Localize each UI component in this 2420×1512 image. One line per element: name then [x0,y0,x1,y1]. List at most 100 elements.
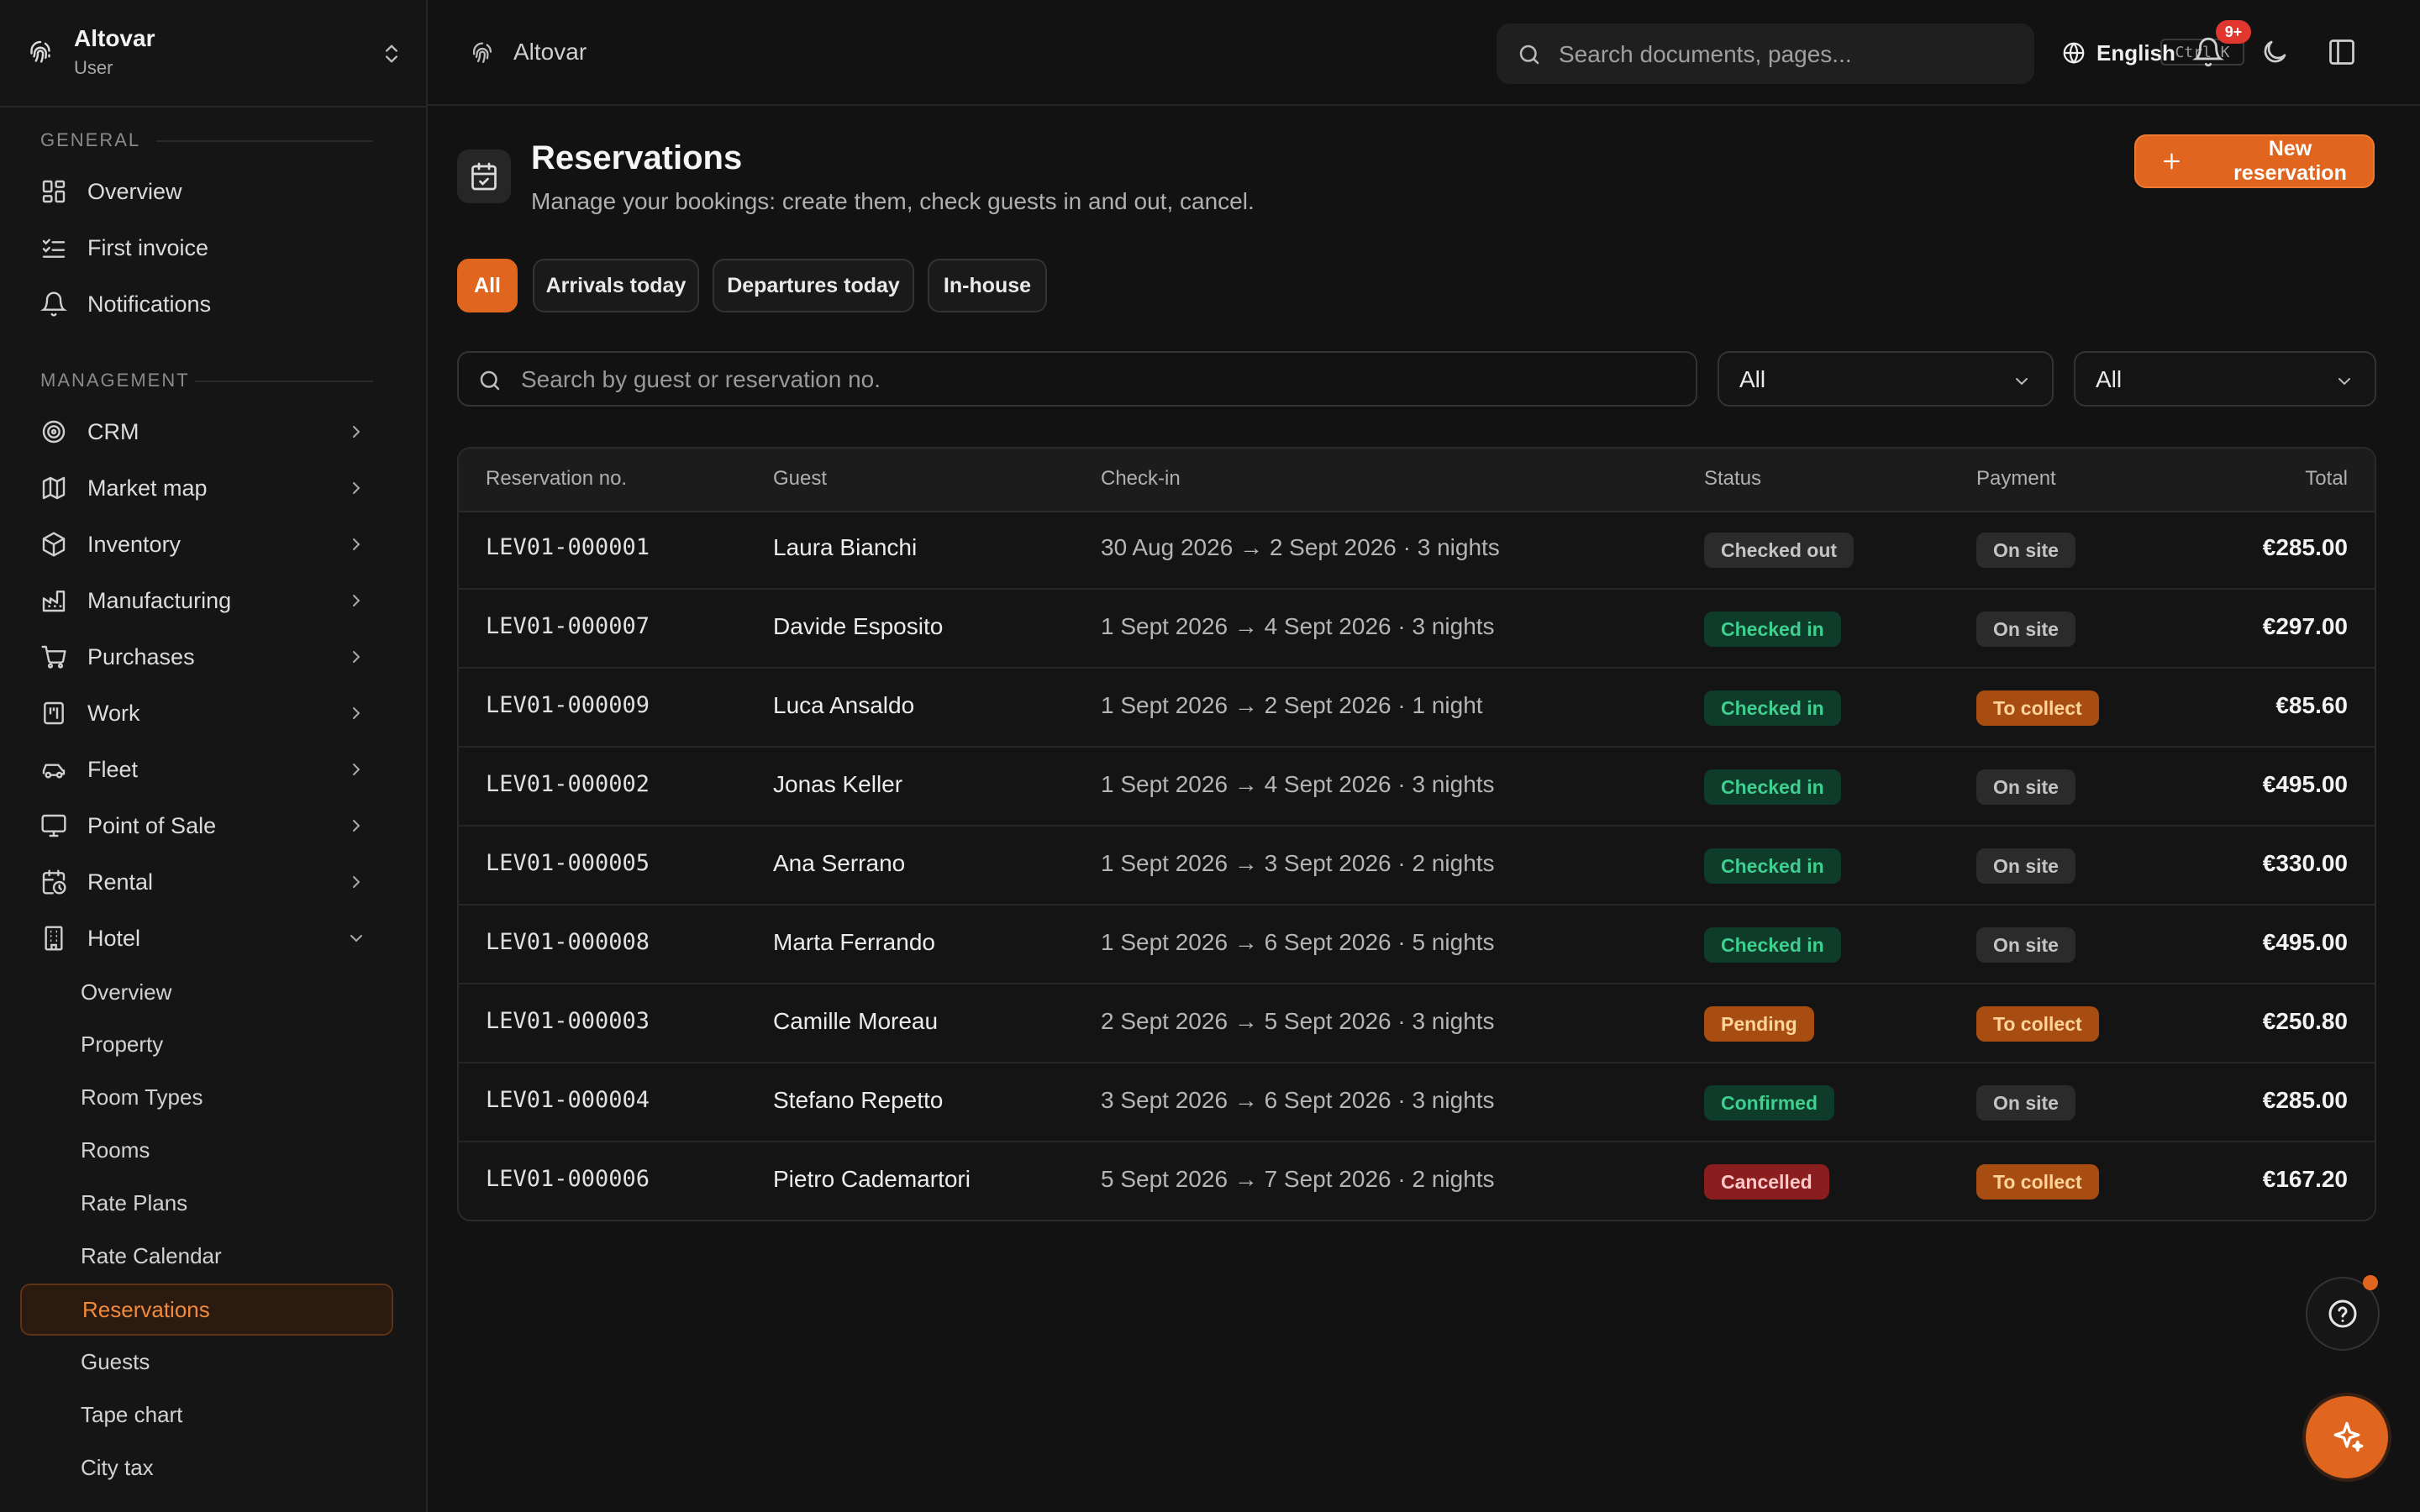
reservation-number[interactable]: LEV01-000007 [486,613,650,639]
sidebar-item-inventory[interactable]: Inventory [20,520,393,569]
sidebar-subitem-rooms[interactable]: Rooms [81,1137,150,1163]
reservation-search-input[interactable]: Search by guest or reservation no. [457,351,1697,407]
page-icon [457,150,511,203]
language-switcher[interactable]: English [2061,34,2175,72]
sidebar-item-work[interactable]: Work [20,689,393,738]
factory-icon [42,591,66,612]
table-row[interactable]: LEV01-000006 Pietro Cademartori 5 Sept 202… [459,1142,2375,1220]
sidebar-toggle-icon[interactable] [2327,37,2357,67]
filter-chip-arrivals-today[interactable]: Arrivals today [533,259,699,312]
sidebar-subitem-rate-plans[interactable]: Rate Plans [81,1189,188,1215]
column-header-reservation-no[interactable]: Reservation no. [486,467,628,490]
sidebar-item-rental[interactable]: Rental [20,858,393,906]
sidebar: Altovar User GENERAL Overview First invo… [0,0,428,1512]
table-row[interactable]: LEV01-000009 Luca Ansaldo 1 Sept 2026 → 2 … [459,669,2375,748]
status-badge: Cancelled [1704,1164,1829,1200]
filter-chip-in-house[interactable]: In-house [928,259,1047,312]
sidebar-item-label: First invoice [87,234,209,260]
status-filter-select[interactable]: All [1718,351,2054,407]
total-amount: €167.20 [2262,1166,2348,1192]
dashboard-icon [42,180,66,203]
sidebar-subitem-property[interactable]: Property [81,1031,164,1057]
sidebar-item-first-invoice[interactable]: First invoice [20,223,393,272]
guest-name: Ana Serrano [773,850,906,876]
cart-icon [41,645,66,669]
reservations-table: Reservation no. Guest Check-in Status Pa… [457,447,2376,1221]
payment-badge: On site [1976,769,2075,805]
sidebar-item-hotel[interactable]: Hotel [20,914,393,963]
sidebar-item-market-map[interactable]: Market map [20,464,393,512]
status-badge: Checked in [1704,927,1841,963]
filter-chip-departures-today[interactable]: Departures today [713,259,914,312]
section-title-management: MANAGEMENT [40,370,190,391]
filter-chip-all[interactable]: All [457,259,518,312]
org-switcher[interactable]: Altovar User [0,0,426,108]
column-header-total[interactable]: Total [2305,467,2348,490]
sidebar-item-purchases[interactable]: Purchases [20,633,393,681]
payment-filter-value: All [2096,366,2123,392]
sidebar-item-manufacturing[interactable]: Manufacturing [20,576,393,625]
table-row[interactable]: LEV01-000002 Jonas Keller 1 Sept 2026 → 4 … [459,748,2375,827]
sidebar-item-label: Fleet [87,756,139,782]
chevron-right-icon [353,651,360,663]
total-amount: €285.00 [2262,1087,2348,1113]
ai-assistant-button[interactable] [2306,1396,2388,1478]
table-row[interactable]: LEV01-000005 Ana Serrano 1 Sept 2026 → 3 S… [459,827,2375,906]
column-header-guest[interactable]: Guest [773,467,828,490]
table-row[interactable]: LEV01-000007 Davide Esposito 1 Sept 2026 →… [459,590,2375,669]
sidebar-item-point-of-sale[interactable]: Point of Sale [20,801,393,850]
guest-name: Marta Ferrando [773,929,935,955]
sidebar-subitem-rate-calendar[interactable]: Rate Calendar [81,1242,222,1268]
sidebar-subitem-tape-chart[interactable]: Tape chart [81,1401,183,1427]
column-header-check-in[interactable]: Check-in [1101,467,1181,490]
sidebar-subitem-city-tax[interactable]: City tax [81,1454,154,1480]
sidebar-subitem-guests[interactable]: Guests [81,1348,150,1374]
reservation-number[interactable]: LEV01-000004 [486,1087,650,1113]
sidebar-item-label: Rental [87,869,154,895]
sidebar-item-crm[interactable]: CRM [20,407,393,456]
moon-icon[interactable] [2260,37,2290,67]
sidebar-item-notifications[interactable]: Notifications [20,280,393,328]
sidebar-item-fleet[interactable]: Fleet [20,745,393,794]
sidebar-subitem-reservations[interactable]: Reservations [20,1284,393,1336]
bell-icon [40,291,67,317]
reservation-number[interactable]: LEV01-000006 [486,1166,650,1192]
checklist-icon [42,239,66,258]
payment-badge: On site [1976,612,2075,647]
reservation-number[interactable]: LEV01-000002 [486,771,650,797]
chevrons-up-down-icon [386,45,397,63]
sidebar-item-label: Inventory [87,531,182,557]
sidebar-item-overview[interactable]: Overview [20,167,393,216]
sidebar-item-label: Hotel [87,925,141,951]
sidebar-subitem-overview[interactable]: Overview [81,979,172,1005]
reservation-number[interactable]: LEV01-000008 [486,929,650,955]
status-badge: Checked in [1704,769,1841,805]
building-icon [45,926,63,951]
notifications-bell-icon[interactable] [2192,35,2224,69]
stay-dates: 2 Sept 2026 → 5 Sept 2026 · 3 nights [1101,1008,1495,1034]
sidebar-item-label: Work [87,700,140,726]
reservation-number[interactable]: LEV01-000009 [486,692,650,718]
fingerprint-icon [30,40,50,63]
stay-dates: 30 Aug 2026 → 2 Sept 2026 · 3 nights [1101,534,1500,560]
breadcrumb[interactable]: Altovar [513,39,587,65]
table-row[interactable]: LEV01-000001 Laura Bianchi 30 Aug 2026 → 2… [459,511,2375,590]
table-row[interactable]: LEV01-000008 Marta Ferrando 1 Sept 2026 → … [459,906,2375,984]
total-amount: €330.00 [2262,850,2348,876]
plus-icon [2164,153,2180,170]
reservation-number[interactable]: LEV01-000001 [486,534,650,560]
sidebar-subitem-room-types[interactable]: Room Types [81,1084,203,1110]
sparkle-icon [2333,1421,2364,1452]
column-header-payment[interactable]: Payment [1976,467,2056,490]
table-row[interactable]: LEV01-000004 Stefano Repetto 3 Sept 2026 →… [459,1063,2375,1142]
status-badge: Checked in [1704,848,1841,884]
help-circle-icon [2328,1299,2357,1328]
table-row[interactable]: LEV01-000003 Camille Moreau 2 Sept 2026 → … [459,984,2375,1063]
stay-dates: 3 Sept 2026 → 6 Sept 2026 · 3 nights [1101,1087,1495,1113]
reservation-number[interactable]: LEV01-000003 [486,1008,650,1034]
reservation-number[interactable]: LEV01-000005 [486,850,650,876]
new-reservation-button[interactable]: New reservation [2134,134,2375,188]
column-header-status[interactable]: Status [1704,467,1762,490]
payment-filter-select[interactable]: All [2074,351,2376,407]
global-search[interactable]: Search documents, pages... Ctrl K [1497,24,2244,84]
